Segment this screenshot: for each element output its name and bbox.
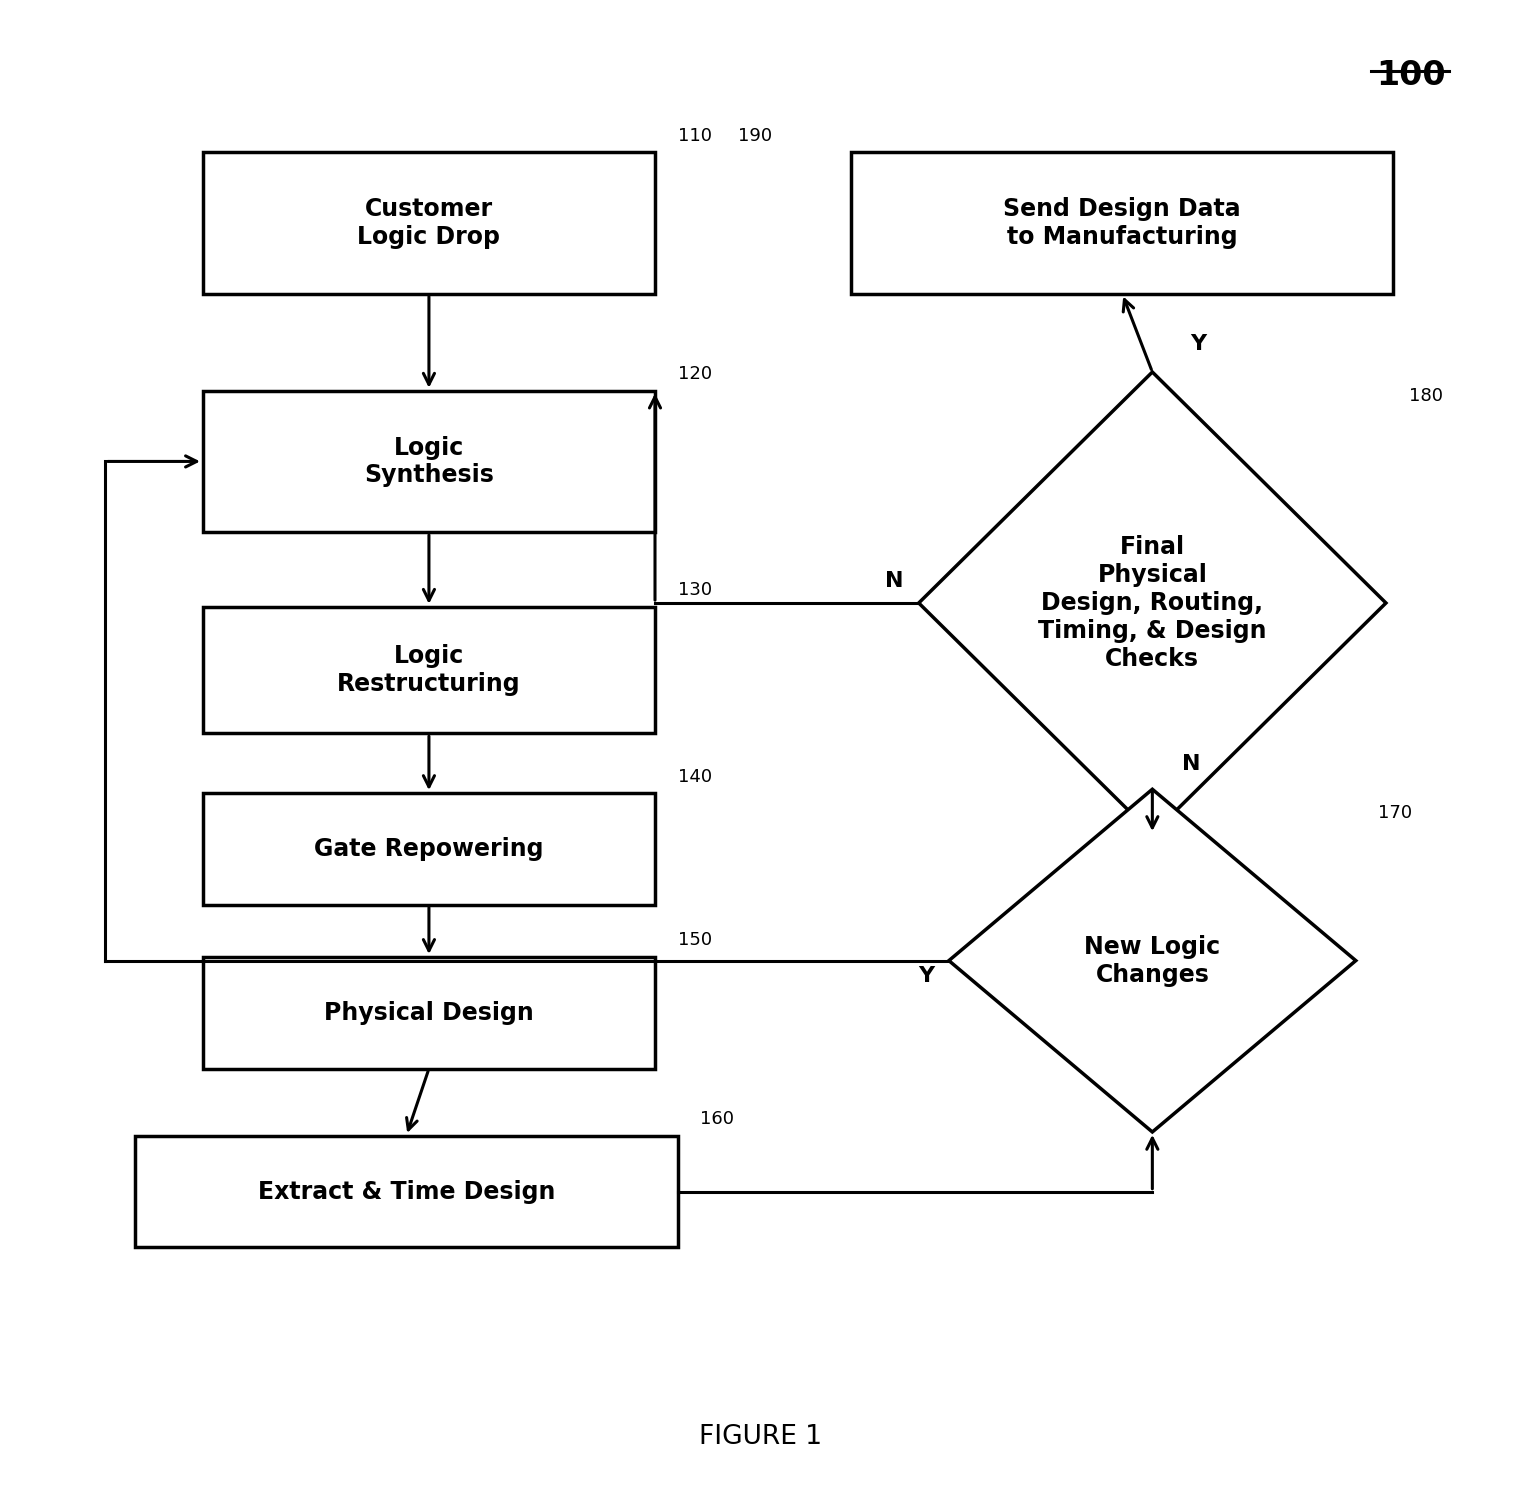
Bar — [202, 391, 656, 532]
Text: Logic
Restructuring: Logic Restructuring — [338, 644, 520, 696]
Text: Customer
Logic Drop: Customer Logic Drop — [357, 197, 500, 248]
Text: 170: 170 — [1378, 805, 1413, 823]
Text: Extract & Time Design: Extract & Time Design — [257, 1179, 555, 1203]
Text: 180: 180 — [1408, 387, 1442, 405]
Bar — [202, 793, 656, 905]
Polygon shape — [919, 371, 1386, 833]
Text: Logic
Synthesis: Logic Synthesis — [364, 436, 494, 487]
Text: 100: 100 — [1377, 59, 1446, 92]
Text: 190: 190 — [738, 126, 773, 144]
Text: Gate Repowering: Gate Repowering — [315, 836, 543, 860]
Text: 110: 110 — [678, 126, 712, 144]
Text: Final
Physical
Design, Routing,
Timing, & Design
Checks: Final Physical Design, Routing, Timing, … — [1039, 535, 1267, 671]
Text: N: N — [885, 570, 903, 591]
Text: FIGURE 1: FIGURE 1 — [700, 1424, 821, 1450]
Bar — [850, 152, 1393, 293]
Text: 150: 150 — [678, 931, 712, 949]
Text: Y: Y — [917, 966, 934, 985]
Text: 120: 120 — [678, 365, 712, 384]
Bar — [202, 606, 656, 734]
Text: 140: 140 — [678, 767, 712, 785]
Text: Send Design Data
to Manufacturing: Send Design Data to Manufacturing — [1004, 197, 1241, 248]
Bar — [135, 1136, 678, 1247]
Text: Y: Y — [1189, 334, 1206, 353]
Text: 160: 160 — [700, 1110, 735, 1128]
Polygon shape — [949, 790, 1355, 1133]
Text: Physical Design: Physical Design — [324, 1000, 534, 1024]
Bar — [202, 957, 656, 1069]
Bar — [202, 152, 656, 293]
Text: New Logic
Changes: New Logic Changes — [1084, 934, 1220, 987]
Text: N: N — [1182, 755, 1202, 775]
Text: 130: 130 — [678, 581, 712, 599]
